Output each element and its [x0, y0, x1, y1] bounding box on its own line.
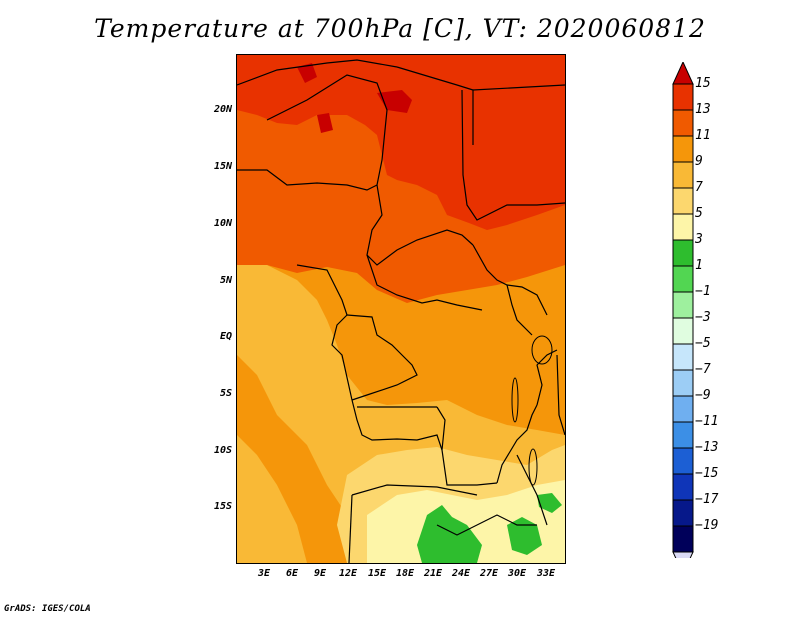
- colorbar-segment: [672, 109, 694, 137]
- colorbar-segment: [672, 213, 694, 241]
- colorbar-label: 3: [695, 232, 703, 247]
- colorbar-segment: [672, 473, 694, 501]
- band-1-3-b: [507, 517, 542, 555]
- colorbar-segment: [672, 83, 694, 111]
- lon-label: 15E: [367, 568, 387, 579]
- colorbar-segment: [672, 447, 694, 475]
- band-1-3-c: [537, 493, 562, 513]
- band-1-3-a: [417, 505, 482, 563]
- colorbar-segment: [672, 265, 694, 293]
- lat-label: 15N: [213, 161, 232, 172]
- lon-label: 30E: [507, 568, 527, 579]
- band-7-9-ocean: [237, 435, 307, 563]
- colorbar-label: 1: [695, 258, 703, 273]
- map-canvas: [237, 55, 565, 563]
- colorbar-segment: [672, 239, 694, 267]
- country-borders: [237, 59, 565, 563]
- colorbar-segment: [672, 395, 694, 423]
- colorbar-segment: [672, 525, 694, 553]
- colorbar-segment: [672, 135, 694, 163]
- colorbar-segment: [672, 187, 694, 215]
- lakes: [511, 335, 553, 486]
- colorbar-label: −19: [695, 518, 719, 533]
- lat-label: EQ: [219, 331, 232, 342]
- lon-label: 9E: [313, 568, 327, 579]
- colorbar-label: 5: [695, 206, 703, 221]
- colorbar-segment: [672, 161, 694, 189]
- lon-label: 3E: [257, 568, 271, 579]
- colorbar-label: −17: [695, 492, 719, 507]
- colorbar-label: −11: [695, 414, 719, 429]
- colorbar-segment: [672, 343, 694, 371]
- colorbar-segment: [672, 499, 694, 527]
- lon-label: 21E: [423, 568, 443, 579]
- colorbar-segment: [672, 421, 694, 449]
- lat-label: 20N: [213, 104, 232, 115]
- colorbar-label: −13: [695, 440, 719, 455]
- colorbar-triangle-top: [672, 62, 694, 85]
- chart-title: Temperature at 700hPa [C], VT: 202006081…: [94, 14, 706, 43]
- colorbar-label: −5: [695, 336, 711, 351]
- colorbar: [672, 62, 694, 558]
- temperature-map: [236, 54, 566, 564]
- band-15-b: [297, 63, 317, 83]
- lat-label: 15S: [213, 501, 232, 512]
- colorbar-label: −15: [695, 466, 719, 481]
- colorbar-label: −9: [695, 388, 711, 403]
- colorbar-label: 7: [695, 180, 703, 195]
- colorbar-label: −1: [695, 284, 711, 299]
- lon-label: 12E: [338, 568, 358, 579]
- colorbar-label: 9: [695, 154, 703, 169]
- colorbar-label: −3: [695, 310, 711, 325]
- colorbar-label: −7: [695, 362, 711, 377]
- lat-label: 10N: [213, 218, 232, 229]
- credit-text: GrADS: IGES/COLA: [4, 604, 91, 614]
- lon-label: 6E: [285, 568, 299, 579]
- colorbar-triangle-bottom: [672, 551, 694, 558]
- colorbar-label: 15: [695, 76, 711, 91]
- lat-label: 5S: [219, 388, 232, 399]
- lon-label: 33E: [536, 568, 556, 579]
- lon-label: 18E: [395, 568, 415, 579]
- colorbar-segment: [672, 291, 694, 319]
- lat-label: 10S: [213, 445, 232, 456]
- lon-label: 27E: [479, 568, 499, 579]
- band-13-15: [237, 55, 565, 230]
- colorbar-label: 13: [695, 102, 711, 117]
- lon-label: 24E: [451, 568, 471, 579]
- colorbar-label: 11: [695, 128, 711, 143]
- colorbar-segment: [672, 369, 694, 397]
- lat-label: 5N: [219, 275, 232, 286]
- band-15-c: [317, 113, 333, 133]
- colorbar-segment: [672, 317, 694, 345]
